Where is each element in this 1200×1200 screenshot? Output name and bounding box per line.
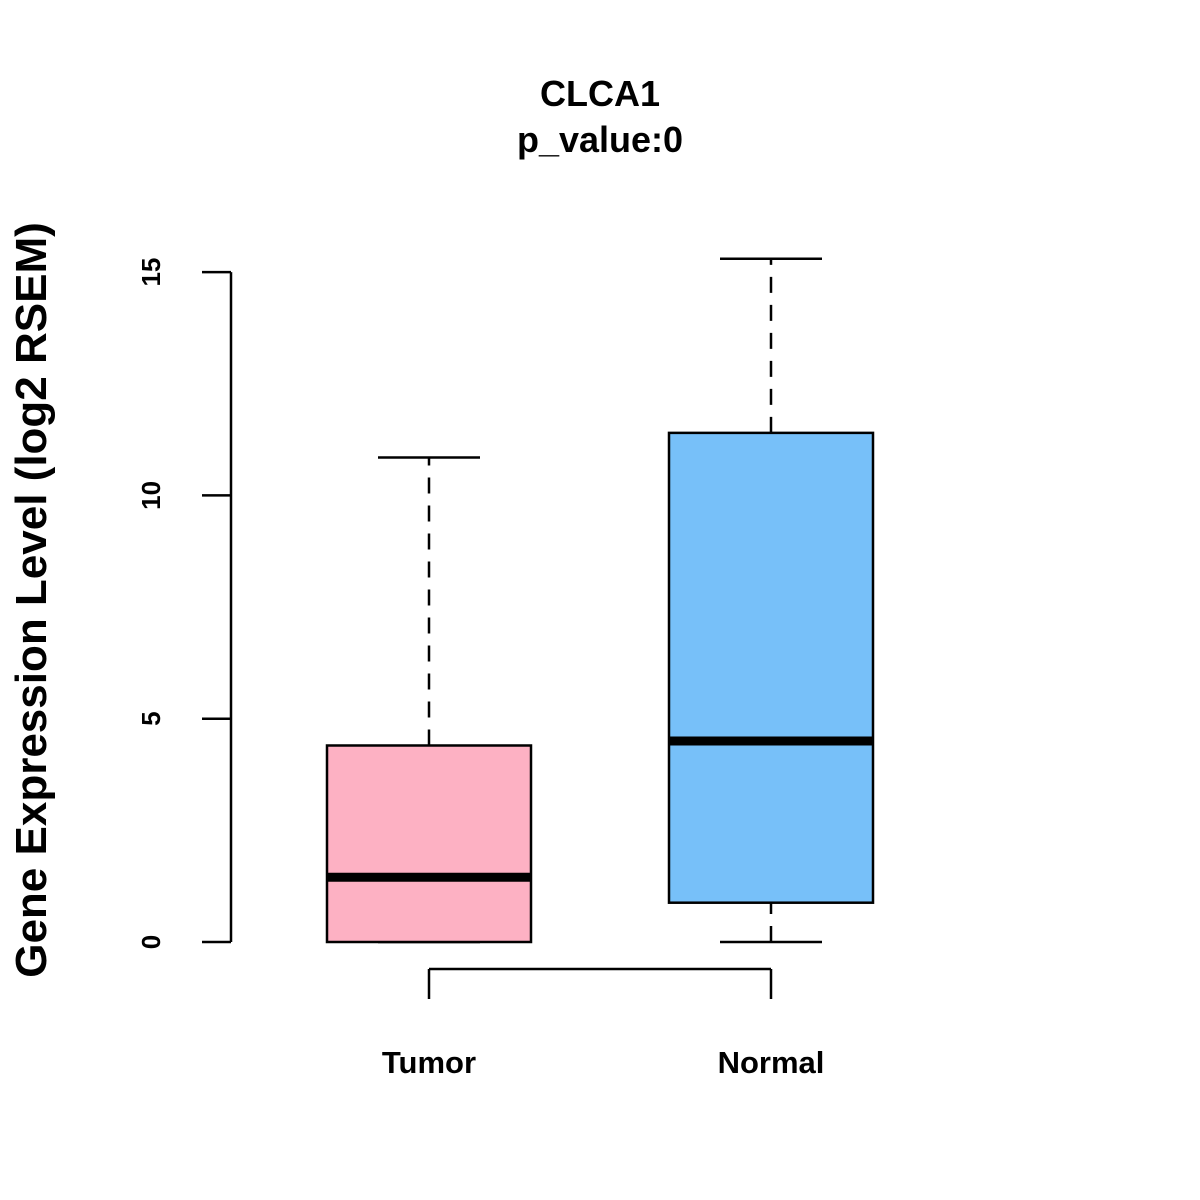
comparison-bracket [427,967,773,999]
category-label-normal: Normal [718,1045,825,1080]
y-axis-label: Gene Expression Level (log2 RSEM) [7,222,56,978]
y-tick-label: 0 [136,935,166,949]
box-iqr [325,744,533,944]
box-iqr [667,431,875,904]
y-axis: 0 5 10 15 [136,258,233,949]
category-labels: Tumor Normal [382,1045,824,1080]
boxes-group [325,257,875,944]
chart-subtitle: p_value:0 [517,119,683,160]
y-tick-label: 5 [136,711,166,725]
y-tick-label: 15 [136,258,166,287]
y-tick-label: 10 [136,481,166,510]
chart-title: CLCA1 [540,73,660,114]
category-label-tumor: Tumor [382,1045,476,1080]
box-normal [667,257,875,944]
box-tumor [325,456,533,944]
